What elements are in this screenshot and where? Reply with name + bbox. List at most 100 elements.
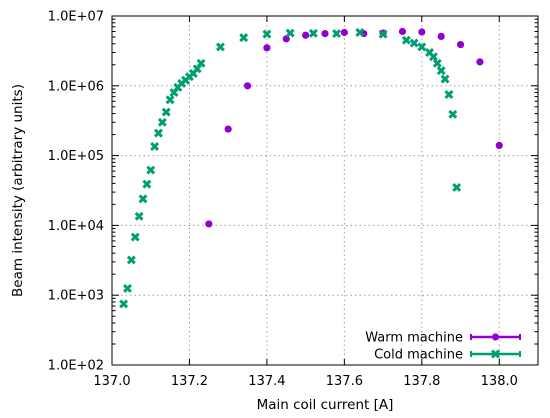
cold-machine-point: [262, 29, 272, 39]
x-marker-stroke: [157, 117, 167, 127]
x-tick-label: 137.2: [171, 374, 208, 389]
legend-label: Cold machine: [374, 348, 463, 363]
cold-machine-point: [355, 28, 365, 37]
x-marker-stroke: [436, 66, 446, 76]
x-marker-stroke: [417, 42, 427, 52]
plot-frame: [111, 15, 539, 366]
x-axis-label: Main coil current [A]: [257, 397, 394, 413]
x-marker-stroke: [428, 52, 438, 62]
x-marker-stroke: [444, 90, 454, 99]
x-marker-stroke: [262, 29, 272, 39]
cold-machine-point: [196, 58, 206, 68]
cold-machine-series: [119, 28, 462, 309]
cold-machine-point: [444, 90, 454, 99]
grid: [112, 16, 538, 365]
x-marker-stroke: [150, 142, 160, 151]
warm-machine-point: [418, 28, 426, 36]
x-marker-stroke: [215, 42, 225, 52]
cold-machine-point: [142, 179, 152, 189]
x-tick-label: 137.6: [326, 374, 363, 389]
x-marker-stroke: [452, 182, 462, 192]
cold-machine-point: [308, 28, 318, 38]
x-marker-stroke: [401, 35, 411, 45]
legend-label: Warm machine: [365, 331, 463, 346]
x-marker-stroke: [146, 165, 156, 175]
x-marker-stroke: [409, 38, 419, 48]
cold-machine-point: [161, 107, 171, 117]
legend-marker: [491, 349, 500, 359]
warm-machine-point: [224, 125, 232, 133]
cold-machine-point: [332, 29, 342, 39]
warm-machine-point: [302, 31, 310, 39]
cold-machine-point: [448, 109, 458, 119]
y-tick-label: 1.0E+06: [48, 79, 104, 94]
legend-marker: [491, 333, 500, 341]
cold-machine-point: [378, 29, 388, 39]
cold-machine-point: [150, 142, 160, 151]
x-marker-stroke: [165, 95, 175, 105]
x-tick-label: 137.4: [248, 374, 285, 389]
x-marker-stroke: [196, 58, 206, 68]
y-tick-label: 1.0E+02: [48, 359, 104, 374]
cold-machine-point: [134, 211, 144, 221]
x-marker-stroke: [491, 349, 500, 359]
cold-machine-point: [146, 165, 156, 175]
legend-item: Cold machine: [374, 348, 521, 363]
warm-machine-point: [456, 40, 465, 49]
x-marker-stroke: [378, 29, 388, 39]
x-marker-stroke: [432, 58, 442, 68]
y-tick-label: 1.0E+07: [48, 10, 104, 25]
y-tick-label: 1.0E+04: [48, 219, 104, 234]
warm-machine-point: [340, 28, 348, 37]
cold-machine-point: [452, 182, 462, 192]
cold-machine-point: [215, 42, 225, 52]
warm-machine-point: [495, 141, 503, 150]
legend-item: Warm machine: [365, 331, 521, 346]
cold-machine-point: [126, 255, 136, 265]
cold-machine-point: [130, 232, 140, 242]
x-marker-stroke: [138, 194, 148, 204]
data-points: [119, 27, 503, 309]
legend: Warm machine Cold machine: [365, 331, 521, 363]
cold-machine-point: [157, 117, 167, 127]
x-marker-stroke: [126, 255, 136, 265]
cold-machine-point: [401, 35, 411, 45]
x-marker-stroke: [130, 232, 140, 242]
x-marker-stroke: [142, 179, 152, 189]
warm-machine-point: [243, 82, 252, 90]
warm-machine-series: [205, 27, 503, 228]
x-marker-stroke: [425, 48, 435, 57]
x-marker-stroke: [239, 33, 249, 43]
x-tick-label: 137.0: [93, 374, 130, 389]
cold-machine-point: [138, 194, 148, 204]
x-marker-stroke: [154, 128, 163, 138]
cold-machine-point: [432, 58, 442, 68]
x-marker-stroke: [119, 299, 129, 309]
y-tick-label: 1.0E+03: [48, 289, 104, 304]
x-marker-stroke: [355, 28, 365, 37]
cold-machine-point: [409, 38, 419, 48]
cold-machine-point: [154, 128, 163, 138]
x-marker-stroke: [161, 107, 171, 117]
cold-machine-point: [436, 66, 446, 76]
x-marker-stroke: [285, 28, 295, 38]
warm-machine-point: [437, 32, 445, 41]
y-tick-label: 1.0E+05: [48, 149, 104, 164]
x-tick-label: 137.8: [403, 374, 440, 389]
warm-machine-point: [476, 58, 484, 66]
cold-machine-point: [440, 74, 450, 84]
x-marker-stroke: [134, 211, 144, 221]
cold-machine-point: [417, 42, 427, 52]
y-axis-label: Beam intensity (arbitrary units): [10, 84, 26, 297]
x-marker-stroke: [308, 28, 318, 38]
axis-ticks: 137.0 137.2 137.4 137.6 137.8 138.0 1.0E+02 1.0…: [48, 10, 538, 389]
cold-machine-point: [285, 28, 295, 38]
cold-machine-point: [119, 299, 129, 309]
cold-machine-point: [239, 33, 249, 43]
warm-machine-point: [263, 44, 271, 52]
cold-machine-point: [428, 52, 438, 62]
x-marker-stroke: [123, 283, 132, 293]
x-marker-stroke: [332, 29, 342, 39]
warm-machine-point: [205, 220, 213, 228]
